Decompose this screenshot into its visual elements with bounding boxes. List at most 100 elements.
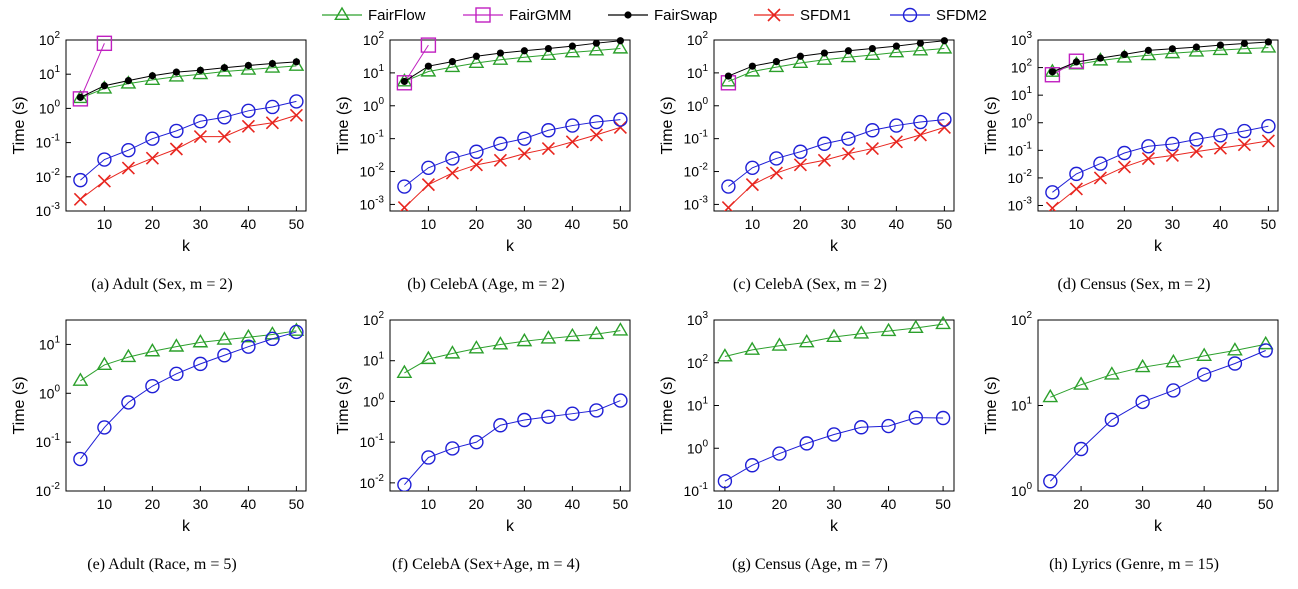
data-point-sfdm2 bbox=[817, 136, 832, 151]
data-point-fairswap bbox=[868, 44, 876, 53]
data-point-fairswap bbox=[400, 77, 408, 86]
data-point-fairflow bbox=[420, 63, 437, 77]
y-axis-label: Time (s) bbox=[11, 376, 28, 434]
series-fairflow bbox=[717, 315, 951, 362]
data-point-fairflow bbox=[540, 46, 557, 61]
data-point-fairflow bbox=[853, 325, 870, 339]
data-point-sfdm2 bbox=[145, 378, 160, 394]
data-point-fairswap bbox=[244, 61, 252, 70]
series-sfdm2 bbox=[721, 112, 952, 194]
plot-frame bbox=[713, 39, 955, 212]
y-axis-label: Time (s) bbox=[659, 376, 676, 434]
data-point-fairflow bbox=[936, 40, 953, 54]
data-point-fairflow bbox=[935, 315, 951, 330]
y-tick-label: 102 bbox=[687, 353, 709, 371]
y-tick-label: 101 bbox=[1011, 85, 1033, 103]
data-point-fairswap bbox=[76, 93, 84, 101]
chart-caption: (f) CelebA (Sex+Age, m = 4) bbox=[324, 556, 648, 574]
x-tick-label: 20 bbox=[469, 216, 485, 232]
series-line-fairgmm bbox=[403, 44, 429, 84]
data-point-sfdm2 bbox=[1189, 132, 1204, 147]
data-point-sfdm1 bbox=[937, 120, 951, 134]
chart-panel-h: 20 30 40 50 100 101 102 k Time (s) (h) Lyrics (Ge… bbox=[972, 310, 1296, 582]
x-axis-label: k bbox=[1154, 238, 1163, 255]
data-point-sfdm2 bbox=[397, 477, 412, 491]
data-point-sfdm2 bbox=[1045, 185, 1060, 200]
data-point-sfdm1 bbox=[613, 120, 627, 134]
data-point-fairflow bbox=[880, 322, 897, 337]
plot-frame bbox=[65, 319, 307, 492]
data-point-fairswap bbox=[916, 39, 924, 47]
caption-label: (b) bbox=[407, 276, 430, 293]
y-tick-label: 10-1 bbox=[36, 133, 61, 151]
data-point-sfdm2 bbox=[1227, 356, 1243, 371]
x-tick-label: 50 bbox=[935, 496, 951, 512]
x-tick-label: 40 bbox=[1213, 216, 1229, 232]
data-point-sfdm2 bbox=[589, 114, 604, 130]
x-tick-label: 30 bbox=[826, 496, 842, 512]
data-point-sfdm2 bbox=[889, 118, 904, 133]
data-point-sfdm2 bbox=[193, 114, 208, 129]
data-point-sfdm1 bbox=[493, 153, 507, 167]
data-point-sfdm2 bbox=[1073, 441, 1089, 457]
data-point-fairflow bbox=[1042, 388, 1059, 403]
x-tick-label: 30 bbox=[1135, 496, 1151, 512]
x-tick-label: 30 bbox=[1165, 216, 1181, 232]
data-point-fairflow bbox=[717, 348, 733, 362]
chart-caption: (b) CelebA (Age, m = 2) bbox=[324, 276, 648, 294]
chart-panel-d: 10 20 30 40 50 10-3 10-2 10-1 100 101 102 103 k Time … bbox=[972, 30, 1296, 302]
data-point-sfdm1 bbox=[241, 119, 255, 133]
data-point-fairflow bbox=[192, 334, 209, 348]
data-point-sfdm1 bbox=[913, 128, 927, 142]
data-point-sfdm2 bbox=[241, 339, 256, 354]
data-point-fairswap bbox=[892, 42, 900, 50]
chart-caption: (c) CelebA (Sex, m = 2) bbox=[648, 276, 972, 294]
y-axis-label: Time (s) bbox=[11, 96, 28, 154]
data-point-sfdm2 bbox=[241, 103, 256, 119]
data-point-sfdm1 bbox=[397, 201, 411, 211]
caption-title: Census (Sex, m = 2) bbox=[1080, 276, 1211, 293]
data-point-sfdm2 bbox=[1213, 128, 1228, 143]
data-point-fairswap bbox=[148, 72, 156, 80]
legend-item-fairgmm: FairGMM bbox=[463, 7, 572, 24]
x-tick-label: 10 bbox=[1069, 216, 1085, 232]
y-tick-label: 100 bbox=[39, 98, 61, 116]
data-point-fairgmm bbox=[96, 35, 113, 52]
data-point-fairswap bbox=[796, 52, 804, 60]
chart-caption: (d) Census (Sex, m = 2) bbox=[972, 276, 1296, 294]
series-fairgmm bbox=[72, 35, 113, 107]
chart-panel-f: 10 20 30 40 50 10-2 10-1 100 101 102 k Time (s) (f) … bbox=[324, 310, 648, 582]
data-point-fairflow bbox=[1236, 40, 1253, 54]
y-tick-label: 10-2 bbox=[1008, 168, 1033, 186]
data-point-fairflow bbox=[240, 328, 257, 343]
data-point-sfdm2 bbox=[1165, 136, 1180, 152]
data-point-sfdm2 bbox=[265, 331, 280, 347]
data-point-fairflow bbox=[1116, 49, 1133, 63]
data-point-fairflow bbox=[798, 333, 815, 348]
series-sfdm2 bbox=[717, 410, 951, 489]
data-point-fairflow bbox=[1103, 366, 1120, 380]
y-axis-label: Time (s) bbox=[659, 96, 676, 154]
y-tick-label: 100 bbox=[1011, 481, 1033, 499]
data-point-fairflow bbox=[744, 341, 761, 355]
data-point-sfdm2 bbox=[193, 356, 208, 372]
caption-title: Census (Age, m = 7) bbox=[754, 556, 888, 573]
chart-caption: (g) Census (Age, m = 7) bbox=[648, 556, 972, 574]
data-point-sfdm1 bbox=[217, 130, 231, 144]
caption-title: Lyrics (Genre, m = 15) bbox=[1071, 556, 1219, 573]
data-point-fairflow bbox=[1260, 39, 1277, 53]
data-point-sfdm2 bbox=[493, 418, 508, 433]
data-point-sfdm2 bbox=[469, 434, 484, 450]
y-tick-label: 100 bbox=[687, 438, 709, 456]
data-point-fairflow bbox=[240, 61, 257, 75]
series-line-sfdm2 bbox=[728, 119, 945, 187]
data-point-fairflow bbox=[216, 331, 233, 345]
x-tick-label: 40 bbox=[565, 496, 581, 512]
x-tick-label: 20 bbox=[469, 496, 485, 512]
data-point-fairflow bbox=[444, 58, 461, 73]
series-line-fairswap bbox=[404, 40, 621, 82]
data-point-sfdm2 bbox=[289, 324, 304, 340]
data-point-fairswap bbox=[1192, 43, 1200, 51]
x-axis-label: k bbox=[182, 238, 191, 255]
data-point-fairgmm bbox=[1044, 67, 1061, 83]
